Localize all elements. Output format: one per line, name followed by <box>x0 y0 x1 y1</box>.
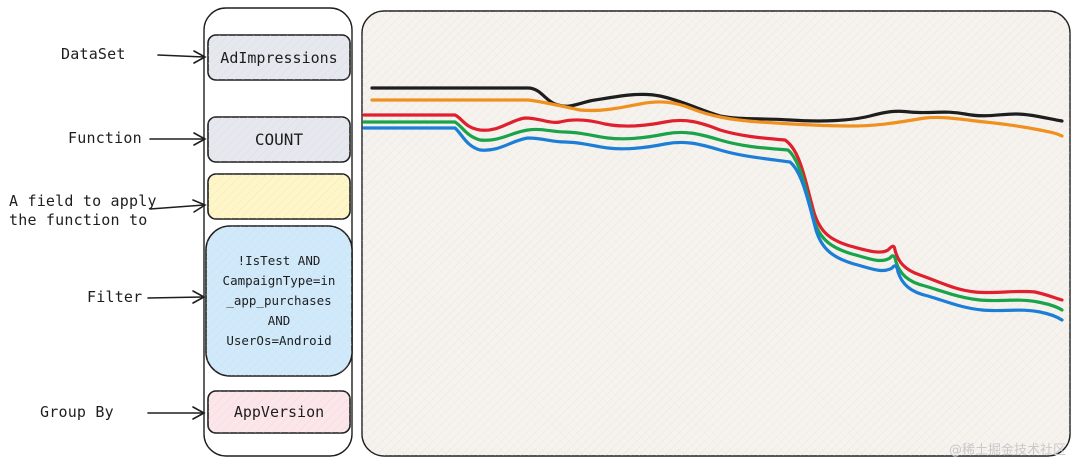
group-by-value: AppVersion <box>233 403 325 421</box>
arrow-function <box>149 132 207 146</box>
function-box[interactable] <box>207 116 351 163</box>
series-line-red <box>362 113 1064 302</box>
arrow-group-by <box>147 406 206 420</box>
dataset-label: DataSet <box>61 45 126 63</box>
arrow-filter <box>147 290 206 304</box>
field-label-line1: A field to apply <box>9 192 157 210</box>
filter-box[interactable] <box>205 225 353 377</box>
filter-label: Filter <box>87 288 143 306</box>
series-line-black <box>370 86 1064 123</box>
watermark: @稀土掘金技术社区 <box>948 443 1066 458</box>
dataset-value: AdImpressions <box>220 48 338 67</box>
series-line-green <box>362 120 1064 312</box>
dataset-box[interactable] <box>207 34 351 81</box>
field-value <box>208 174 350 219</box>
field-label-line2: the function to <box>9 211 148 229</box>
group-by-box[interactable] <box>207 390 351 434</box>
arrow-field <box>149 199 207 213</box>
series-line-blue <box>362 126 1064 322</box>
function-value: COUNT <box>254 130 304 149</box>
function-label: Function <box>68 129 142 147</box>
series-line-orange <box>370 98 1064 138</box>
group-by-label: Group By <box>40 403 114 421</box>
field-box[interactable] <box>207 173 351 220</box>
filter-value: !IsTest AND CampaignType=in _app_purchas… <box>222 253 336 348</box>
arrow-dataset <box>157 50 207 64</box>
chart-panel <box>361 10 1071 457</box>
